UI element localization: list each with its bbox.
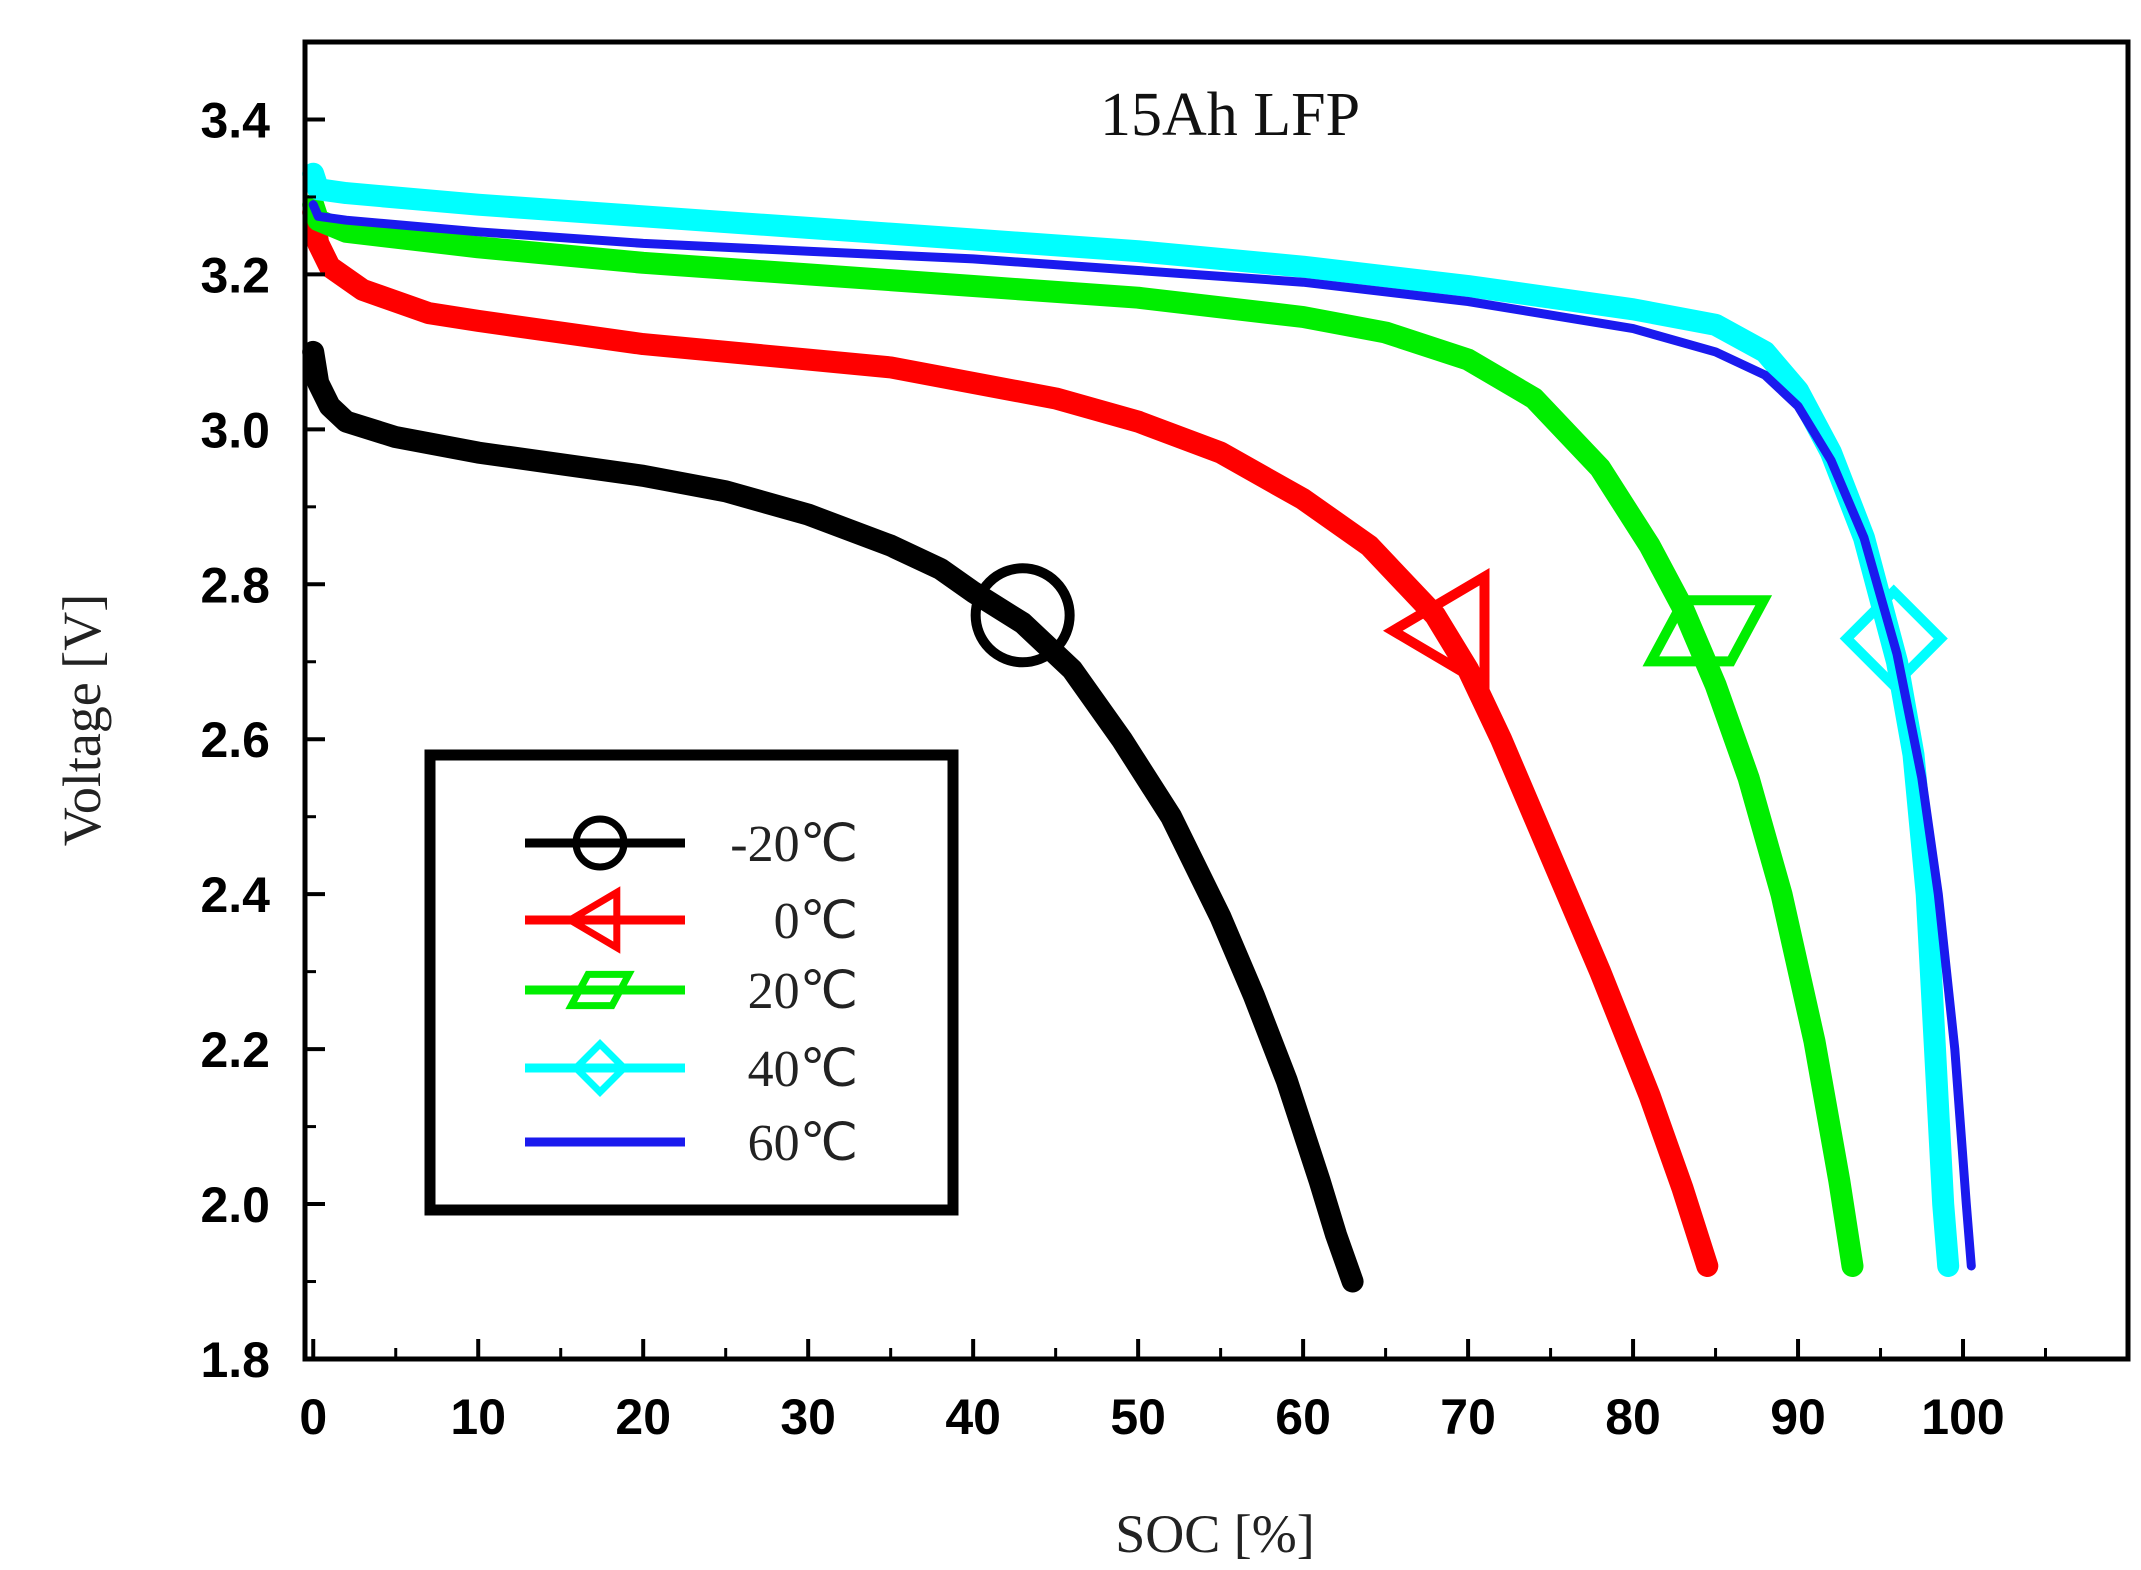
- y-tick-label: 2.6: [200, 712, 270, 768]
- y-axis-title: Voltage [V]: [52, 594, 112, 846]
- series-line: [302, 340, 1364, 1293]
- series-line: [302, 201, 1719, 1277]
- axis-ticks: 0 10 20 30 40 50 60 70 80 90 100 1.8 2.0 2.2 2.4 2.6 2.8…: [200, 92, 2048, 1445]
- y-tick-label: 2.8: [200, 557, 270, 613]
- legend-box: [424, 749, 959, 1216]
- legend-label: 0℃: [774, 893, 858, 950]
- y-tick-label: 1.8: [200, 1332, 270, 1388]
- series-line: [308, 200, 1976, 1271]
- y-tick-label: 2.4: [200, 867, 270, 923]
- series-line: [302, 193, 1864, 1277]
- legend-label: 20℃: [748, 963, 858, 1020]
- series-line: [302, 162, 1960, 1277]
- legend-label: -20℃: [730, 816, 858, 873]
- x-tick-label: 30: [780, 1389, 836, 1445]
- diamond-marker: [1839, 584, 1948, 693]
- x-tick-label: 40: [945, 1389, 1001, 1445]
- diamond-marker: [571, 1039, 629, 1097]
- legend: -20℃ 0℃ 20℃ 40℃ 60℃: [424, 749, 959, 1216]
- y-tick-label: 2.0: [200, 1177, 270, 1233]
- x-axis-title: SOC [%]: [1115, 1504, 1315, 1564]
- legend-label: 60℃: [748, 1115, 858, 1172]
- x-tick-label: 90: [1770, 1389, 1826, 1445]
- chart-title: 15Ah LFP: [1100, 81, 1360, 149]
- x-tick-label: 10: [450, 1389, 506, 1445]
- plot-frame: [302, 39, 2131, 1362]
- square-marker: [565, 970, 635, 1010]
- y-tick-label: 3.2: [200, 247, 270, 303]
- x-tick-label: 100: [1921, 1389, 2004, 1445]
- square-marker: [1642, 595, 1773, 667]
- x-tick-label: 50: [1110, 1389, 1166, 1445]
- x-tick-label: 60: [1275, 1389, 1331, 1445]
- x-tick-label: 80: [1605, 1389, 1661, 1445]
- triangle-marker: [1382, 567, 1490, 694]
- series-layer: [302, 162, 1976, 1293]
- y-tick-label: 2.2: [200, 1022, 270, 1078]
- x-tick-label: 70: [1440, 1389, 1496, 1445]
- circle-marker: [572, 815, 628, 871]
- circle-marker: [970, 563, 1075, 668]
- y-tick-label: 3.0: [200, 402, 270, 458]
- x-tick-label: 0: [299, 1389, 327, 1445]
- y-tick-label: 3.4: [200, 92, 270, 148]
- x-tick-label: 20: [615, 1389, 671, 1445]
- triangle-marker: [563, 886, 621, 954]
- legend-label: 40℃: [748, 1041, 858, 1098]
